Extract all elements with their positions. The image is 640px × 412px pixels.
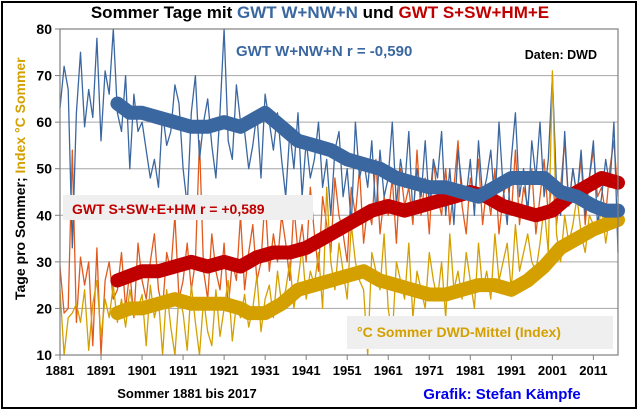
- x-tick-label: 1961: [374, 363, 403, 378]
- chart-title: Sommer Tage mit GWT W+NW+N und GWT S+SW+…: [0, 3, 640, 23]
- y-tick-label: 60: [36, 114, 52, 130]
- y-tick-label: 70: [36, 68, 52, 84]
- smoothed-line-2: [110, 212, 625, 321]
- annual-line-4: [59, 140, 619, 356]
- smoothed-line-0: [110, 96, 625, 218]
- x-tick-label: 1921: [210, 363, 239, 378]
- credit-label: Grafik: Stefan Kämpfe: [423, 386, 581, 403]
- annotation-gwt-sswhme: GWT S+SW+E+HM r = +0,589: [72, 201, 265, 217]
- smoothed-series: [110, 96, 625, 321]
- title-part: Sommer Tage mit: [90, 3, 237, 22]
- x-tick-label: 1971: [415, 363, 444, 378]
- y-axis-label: Tage pro Sommer; Index °C Sommer: [12, 57, 28, 300]
- y-tick-label: 80: [36, 21, 52, 37]
- x-tick-label: 1951: [333, 363, 362, 378]
- annotation-gwt-wnwn: GWT W+NW+N r = -0,590: [236, 43, 412, 60]
- x-tick-label: 1911: [169, 363, 197, 378]
- x-tick-label: 2011: [579, 363, 607, 378]
- y-tick-label: 20: [36, 300, 52, 316]
- ylabel-part: Index °C Sommer: [12, 57, 28, 174]
- axes: 10 20 30 40 50 60 70 80 1881 1891 1901 1911 1921 1931…: [36, 21, 607, 378]
- x-tick-label: 1891: [87, 363, 116, 378]
- y-tick-label: 40: [36, 207, 52, 223]
- x-tick-label: 1991: [497, 363, 526, 378]
- x-tick-label: 1881: [46, 363, 75, 378]
- title-part: und: [357, 3, 399, 22]
- y-tick-label: 10: [36, 347, 52, 363]
- annotation-temperature: °C Sommer DWD-Mittel (Index): [357, 324, 561, 340]
- x-tick-label: 2001: [538, 363, 567, 378]
- x-tick-label: 1981: [456, 363, 485, 378]
- x-tick-label: 1901: [128, 363, 157, 378]
- x-tick-label: 1941: [292, 363, 321, 378]
- y-tick-label: 50: [36, 161, 52, 177]
- title-part: GWT S+SW+HM+E: [398, 3, 550, 22]
- plot-area: [59, 28, 619, 356]
- annotation-box: [347, 316, 613, 349]
- source-label: Daten: DWD: [525, 48, 597, 62]
- title-part: GWT W+NW+N: [236, 3, 358, 22]
- smoothed-line-1: [110, 171, 625, 288]
- ylabel-part: Tage pro Sommer;: [12, 173, 28, 300]
- x-axis-label: Sommer 1881 bis 2017: [117, 386, 256, 401]
- y-tick-label: 30: [36, 254, 52, 270]
- x-tick-label: 1931: [251, 363, 280, 378]
- annotation-box: [63, 195, 313, 220]
